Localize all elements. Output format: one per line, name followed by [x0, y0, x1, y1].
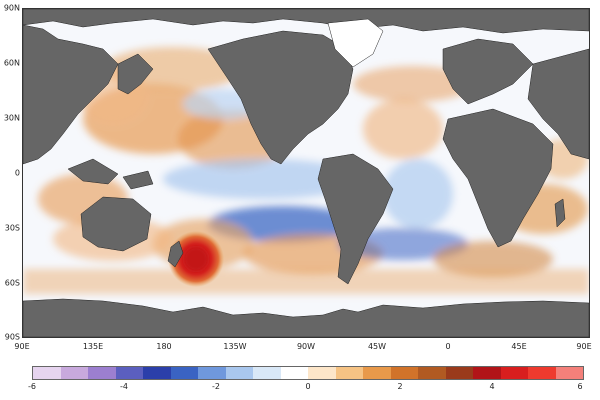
colorbar-segment	[500, 367, 528, 379]
colorbar-segment	[198, 367, 226, 379]
lat-label: 90N	[3, 3, 20, 13]
lat-label: 90S	[4, 332, 20, 342]
lat-label: 30S	[4, 223, 20, 233]
colorbar-tick-label: 0	[305, 382, 311, 391]
colorbar-segment	[473, 367, 501, 379]
lon-label: 45E	[511, 342, 527, 351]
colorbar-tick-label: -2	[212, 382, 220, 391]
colorbar-segment	[33, 367, 61, 379]
lon-label: 180	[156, 342, 172, 351]
colorbar-segment	[418, 367, 446, 379]
lon-label: 135E	[82, 342, 104, 351]
colorbar-segment	[555, 367, 583, 379]
colorbar-tick-label: -4	[120, 382, 128, 391]
colorbar-segment	[308, 367, 336, 379]
colorbar-segment	[528, 367, 556, 379]
colorbar-tick-label: 6	[577, 382, 583, 391]
colorbar-segment	[390, 367, 418, 379]
world-map	[23, 9, 589, 337]
indonesia	[67, 158, 154, 190]
map-frame	[22, 8, 590, 338]
asia-east	[527, 48, 589, 160]
africa	[442, 108, 554, 248]
colorbar-segment	[335, 367, 363, 379]
madagascar	[554, 198, 566, 228]
asia-west	[23, 24, 119, 165]
greenland	[327, 18, 384, 68]
colorbar-segment	[143, 367, 171, 379]
north-america	[207, 30, 354, 165]
colorbar-segment	[115, 367, 143, 379]
lon-label: 90E	[576, 342, 592, 351]
lon-label: 45W	[367, 342, 387, 351]
colorbar-tick-label: 2	[397, 382, 403, 391]
lon-label: 90W	[296, 342, 316, 351]
colorbar-tick-label: -6	[28, 382, 36, 391]
colorbar-segment	[88, 367, 116, 379]
colorbar-segment	[170, 367, 198, 379]
europe	[442, 38, 534, 105]
australia	[80, 196, 152, 252]
colorbar-tick-label: 4	[489, 382, 495, 391]
lat-label: 30N	[3, 113, 20, 123]
antarctica	[23, 298, 589, 337]
lat-label: 0	[14, 168, 20, 178]
lat-label: 60N	[3, 58, 20, 68]
colorbar-segment	[253, 367, 281, 379]
lon-label: 135W	[223, 342, 247, 351]
colorbar-segment	[225, 367, 253, 379]
new-zealand	[167, 240, 184, 268]
south-america	[317, 153, 394, 285]
kamchatka-japan	[117, 53, 154, 95]
colorbar-segment	[60, 367, 88, 379]
lon-label: 90E	[14, 342, 30, 351]
lon-label: 0	[445, 342, 451, 351]
colorbar-segment	[280, 367, 308, 379]
colorbar	[32, 366, 584, 380]
colorbar-segment	[363, 367, 391, 379]
colorbar-segment	[445, 367, 473, 379]
arctic-land	[23, 9, 589, 34]
marine-heatwave-hotspot	[168, 231, 224, 287]
lat-label: 60S	[4, 278, 20, 288]
